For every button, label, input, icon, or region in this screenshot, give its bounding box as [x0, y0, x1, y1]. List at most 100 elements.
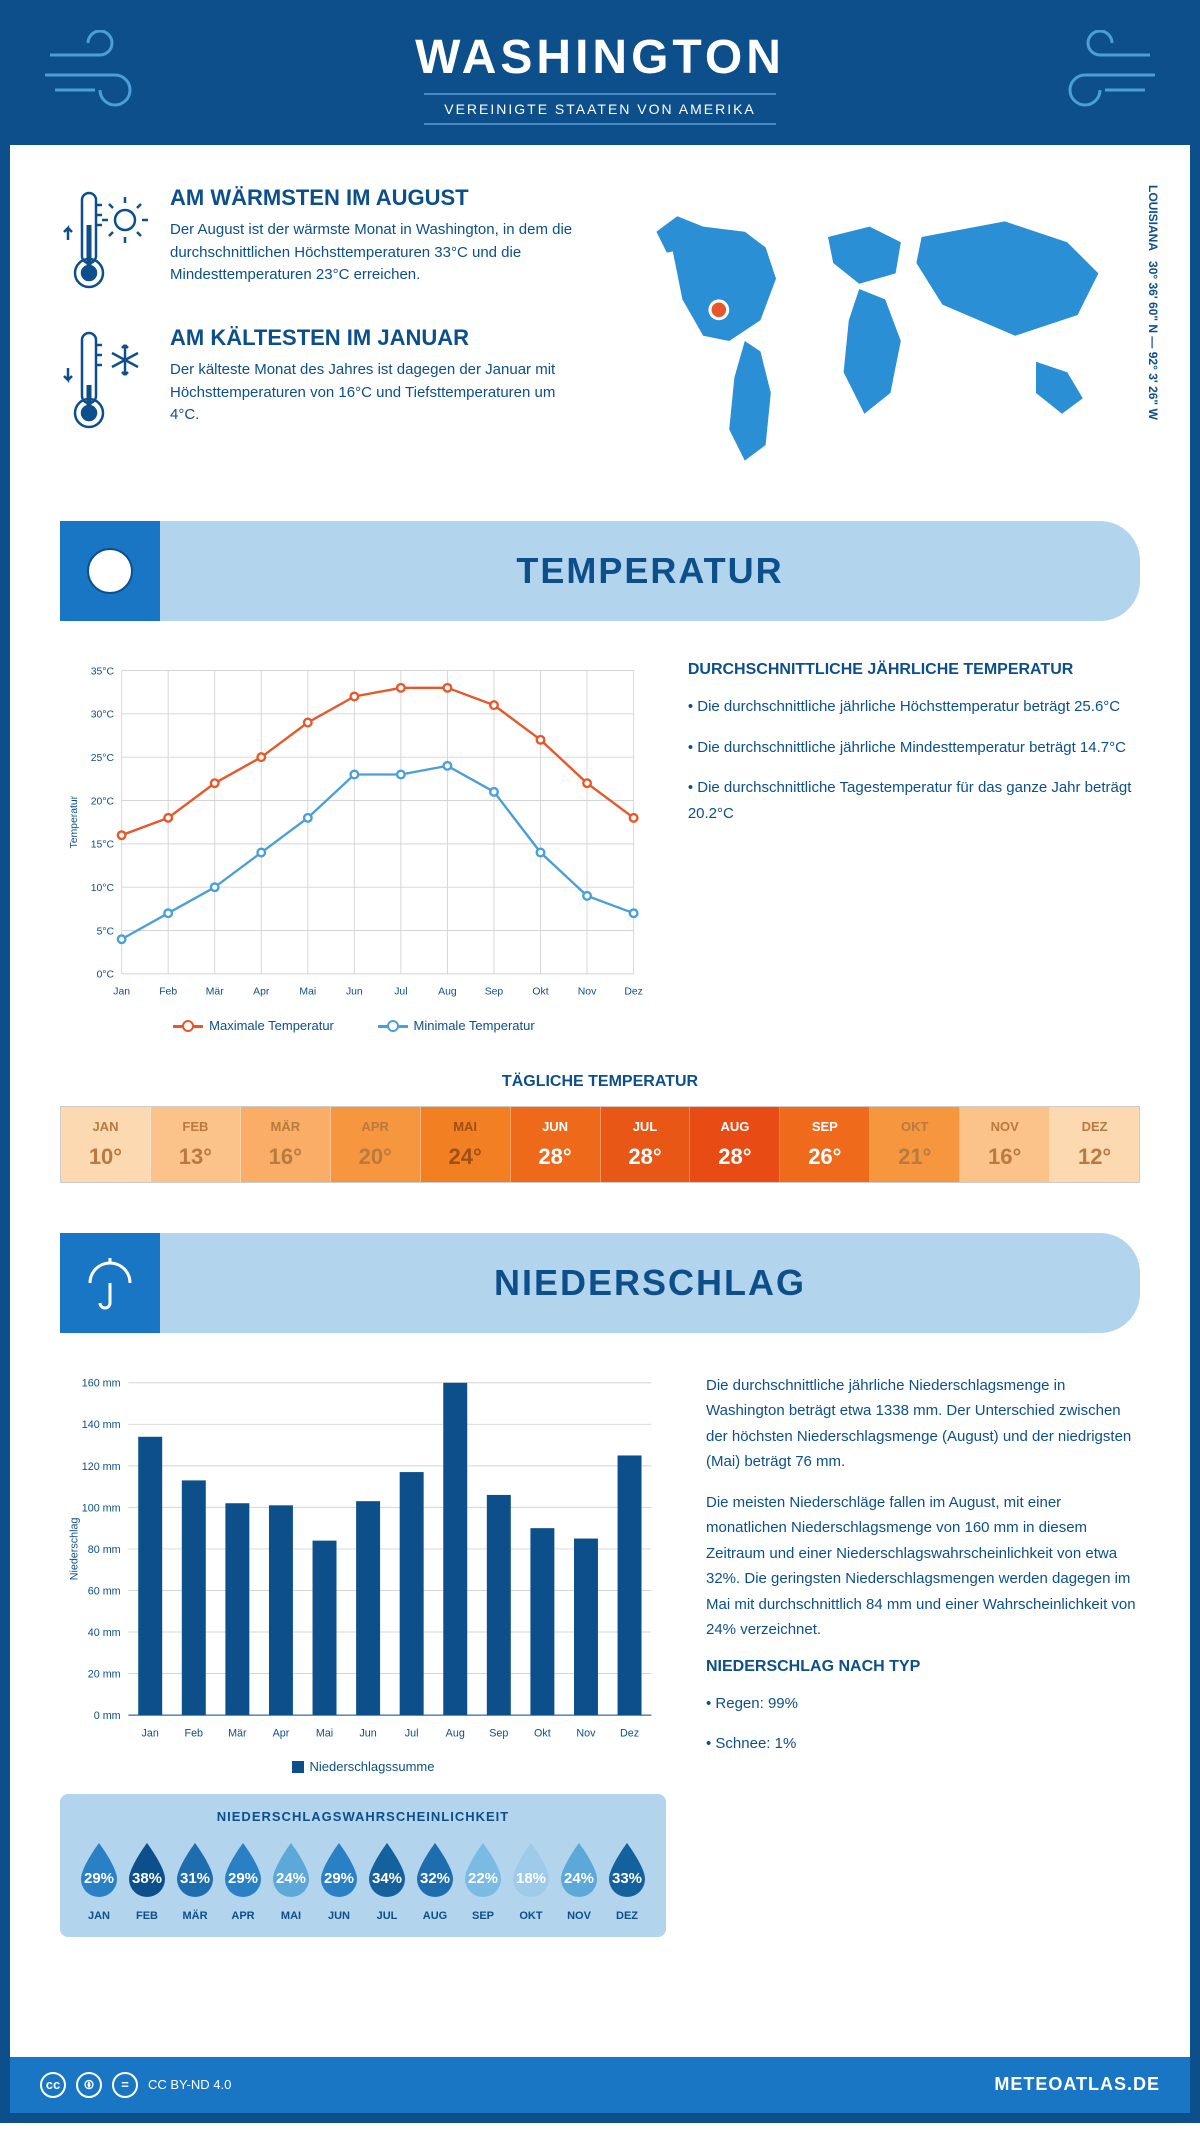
- probability-drop: 24%MAI: [267, 1839, 315, 1922]
- svg-text:Apr: Apr: [253, 987, 270, 998]
- svg-text:Mai: Mai: [316, 1727, 333, 1739]
- svg-text:20°C: 20°C: [91, 796, 115, 807]
- svg-text:35°C: 35°C: [91, 666, 115, 677]
- umbrella-icon: [75, 1248, 145, 1318]
- warmest-title: AM WÄRMSTEN IM AUGUST: [170, 185, 580, 211]
- svg-text:Feb: Feb: [185, 1727, 204, 1739]
- cc-icon: cc: [40, 2072, 66, 2098]
- svg-text:Nov: Nov: [576, 1727, 596, 1739]
- svg-text:24%: 24%: [564, 1870, 594, 1887]
- footer-brand: METEOATLAS.DE: [994, 2074, 1160, 2095]
- thermometer-cold-icon: [60, 325, 150, 435]
- svg-text:Sep: Sep: [489, 1727, 508, 1739]
- svg-text:Okt: Okt: [532, 987, 548, 998]
- precipitation-section-header: NIEDERSCHLAG: [60, 1233, 1140, 1333]
- svg-text:32%: 32%: [420, 1870, 450, 1887]
- svg-text:Jul: Jul: [394, 987, 407, 998]
- temp-desc-2: • Die durchschnittliche jährliche Mindes…: [688, 735, 1140, 761]
- temp-desc-1: • Die durchschnittliche jährliche Höchst…: [688, 694, 1140, 720]
- daily-temp-cell: JUN28°: [511, 1107, 601, 1182]
- coldest-text: Der kälteste Monat des Jahres ist dagege…: [170, 359, 580, 427]
- daily-temp-cell: AUG28°: [690, 1107, 780, 1182]
- svg-text:0 mm: 0 mm: [94, 1709, 121, 1721]
- svg-text:30°C: 30°C: [91, 710, 115, 721]
- svg-text:80 mm: 80 mm: [88, 1543, 121, 1555]
- probability-drop: 22%SEP: [459, 1839, 507, 1922]
- svg-text:29%: 29%: [228, 1870, 258, 1887]
- daily-temp-cell: FEB13°: [151, 1107, 241, 1182]
- svg-text:Aug: Aug: [438, 987, 457, 998]
- precipitation-probability-box: NIEDERSCHLAGSWAHRSCHEINLICHKEIT 29%JAN38…: [60, 1794, 666, 1937]
- svg-text:31%: 31%: [180, 1870, 210, 1887]
- wind-icon: [40, 30, 160, 110]
- by-icon: 🅯: [76, 2072, 102, 2098]
- svg-text:18%: 18%: [516, 1870, 546, 1887]
- svg-text:Mär: Mär: [206, 987, 224, 998]
- precipitation-legend: Niederschlagssumme: [60, 1759, 666, 1774]
- precipitation-bar-chart: 0 mm20 mm40 mm60 mm80 mm100 mm120 mm140 …: [60, 1373, 666, 1744]
- svg-text:Apr: Apr: [273, 1727, 290, 1739]
- svg-text:Dez: Dez: [620, 1727, 639, 1739]
- daily-temp-cell: MÄR16°: [241, 1107, 331, 1182]
- warmest-text: Der August ist der wärmste Monat in Wash…: [170, 219, 580, 287]
- probability-drop: 32%AUG: [411, 1839, 459, 1922]
- precip-desc-1: Die durchschnittliche jährliche Niedersc…: [706, 1373, 1140, 1475]
- svg-text:Jul: Jul: [405, 1727, 419, 1739]
- svg-text:100 mm: 100 mm: [82, 1502, 121, 1514]
- coldest-block: AM KÄLTESTEN IM JANUAR Der kälteste Mona…: [60, 325, 580, 435]
- svg-text:29%: 29%: [84, 1870, 114, 1887]
- svg-text:160 mm: 160 mm: [82, 1377, 121, 1389]
- svg-text:25°C: 25°C: [91, 753, 115, 764]
- svg-text:Mär: Mär: [228, 1727, 247, 1739]
- probability-drop: 24%NOV: [555, 1839, 603, 1922]
- sun-icon: [75, 536, 145, 606]
- svg-text:40 mm: 40 mm: [88, 1626, 121, 1638]
- daily-temp-cell: OKT21°: [870, 1107, 960, 1182]
- daily-temp-cell: MAI24°: [421, 1107, 511, 1182]
- temperature-title: TEMPERATUR: [160, 550, 1140, 592]
- daily-temp-cell: SEP26°: [780, 1107, 870, 1182]
- probability-drop: 29%JUN: [315, 1839, 363, 1922]
- precip-type-title: NIEDERSCHLAG NACH TYP: [706, 1658, 1140, 1676]
- svg-text:Jun: Jun: [359, 1727, 376, 1739]
- nd-icon: =: [112, 2072, 138, 2098]
- temperature-section-header: TEMPERATUR: [60, 521, 1140, 621]
- svg-text:Okt: Okt: [534, 1727, 551, 1739]
- temp-desc-title: DURCHSCHNITTLICHE JÄHRLICHE TEMPERATUR: [688, 661, 1140, 679]
- svg-text:Jun: Jun: [346, 987, 363, 998]
- svg-text:Jan: Jan: [113, 987, 130, 998]
- svg-text:10°C: 10°C: [91, 883, 115, 894]
- svg-text:15°C: 15°C: [91, 840, 115, 851]
- precip-desc-2: Die meisten Niederschläge fallen im Augu…: [706, 1490, 1140, 1643]
- daily-temp-cell: APR20°: [331, 1107, 421, 1182]
- svg-text:5°C: 5°C: [97, 927, 115, 938]
- probability-drop: 31%MÄR: [171, 1839, 219, 1922]
- daily-temp-cell: JUL28°: [601, 1107, 691, 1182]
- header: WASHINGTON VEREINIGTE STAATEN VON AMERIK…: [10, 10, 1190, 145]
- coldest-title: AM KÄLTESTEN IM JANUAR: [170, 325, 580, 351]
- warmest-block: AM WÄRMSTEN IM AUGUST Der August ist der…: [60, 185, 580, 295]
- daily-temp-cell: NOV16°: [960, 1107, 1050, 1182]
- svg-text:120 mm: 120 mm: [82, 1460, 121, 1472]
- svg-text:20 mm: 20 mm: [88, 1668, 121, 1680]
- svg-text:0°C: 0°C: [97, 970, 115, 981]
- thermometer-hot-icon: [60, 185, 150, 295]
- precip-type-2: • Schnee: 1%: [706, 1731, 1140, 1757]
- svg-text:Mai: Mai: [299, 987, 316, 998]
- svg-text:29%: 29%: [324, 1870, 354, 1887]
- probability-drop: 38%FEB: [123, 1839, 171, 1922]
- svg-text:Jan: Jan: [142, 1727, 159, 1739]
- city-title: WASHINGTON: [30, 30, 1170, 85]
- temp-desc-3: • Die durchschnittliche Tagestemperatur …: [688, 775, 1140, 826]
- daily-temperature-strip: JAN10°FEB13°MÄR16°APR20°MAI24°JUN28°JUL2…: [60, 1106, 1140, 1183]
- temperature-line-chart: 0°C5°C10°C15°C20°C25°C30°C35°CJanFebMärA…: [60, 661, 648, 1002]
- svg-text:24%: 24%: [276, 1870, 306, 1887]
- svg-text:Dez: Dez: [624, 987, 643, 998]
- coordinates: LOUISIANA 30° 36' 60" N — 92° 3' 26" W: [1146, 185, 1160, 420]
- svg-text:Sep: Sep: [485, 987, 504, 998]
- prob-title: NIEDERSCHLAGSWAHRSCHEINLICHKEIT: [75, 1809, 651, 1824]
- probability-drop: 29%JAN: [75, 1839, 123, 1922]
- footer: cc 🅯 = CC BY-ND 4.0 METEOATLAS.DE: [10, 2057, 1190, 2113]
- svg-text:60 mm: 60 mm: [88, 1585, 121, 1597]
- svg-text:Aug: Aug: [446, 1727, 465, 1739]
